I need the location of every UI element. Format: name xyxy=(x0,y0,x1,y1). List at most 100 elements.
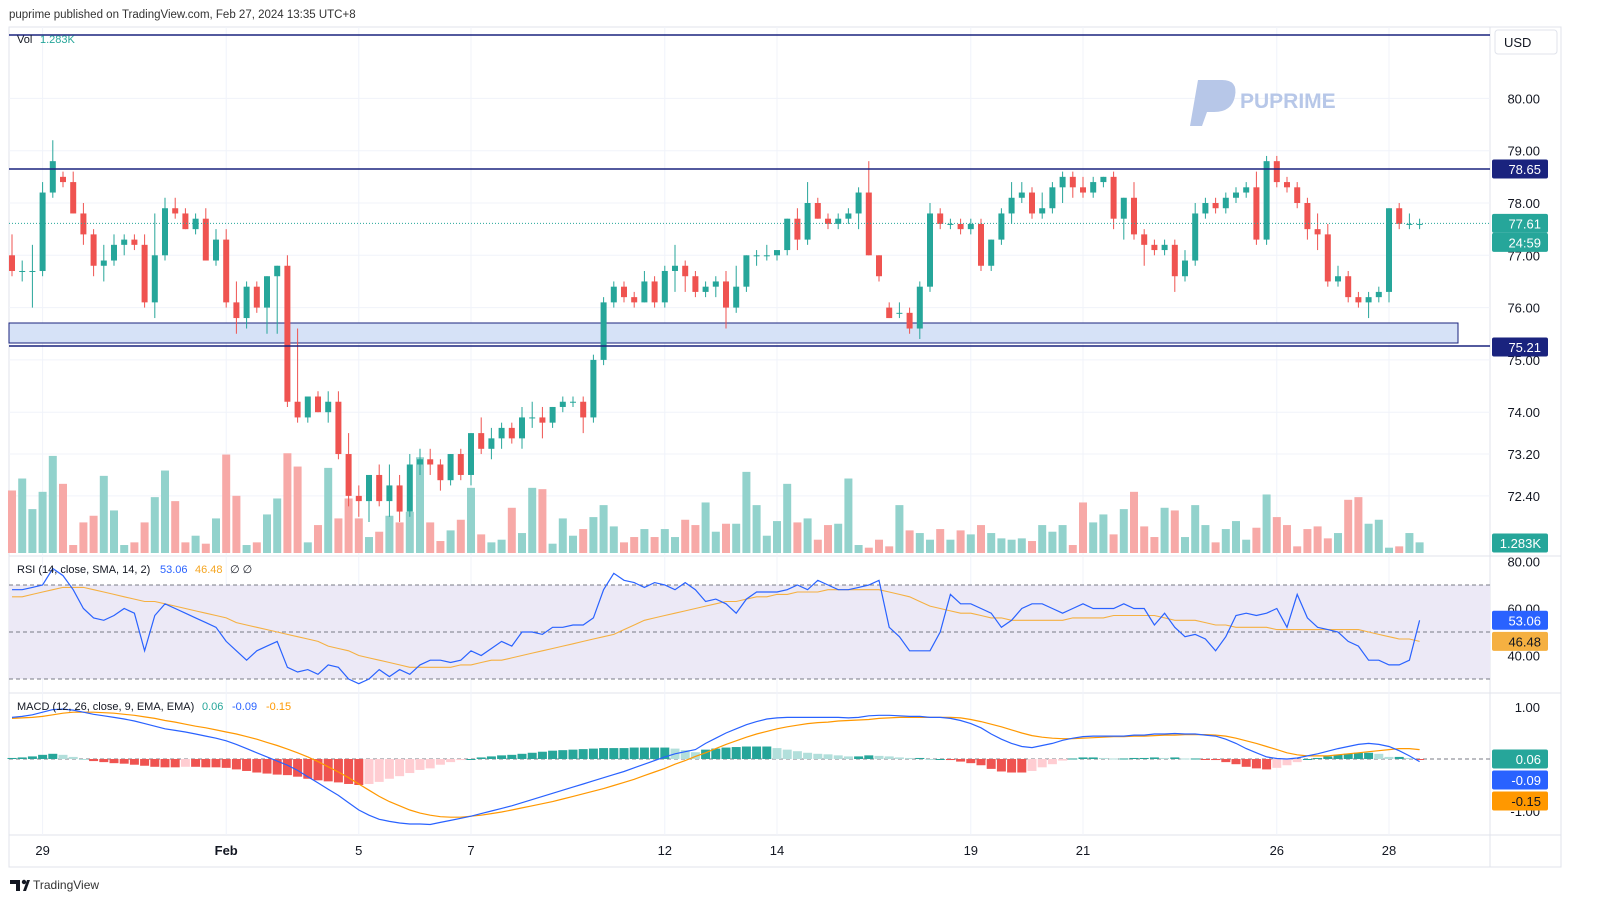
volume-bar xyxy=(28,509,37,553)
candle-body xyxy=(1396,208,1403,224)
volume-bar xyxy=(1191,505,1200,553)
macd-histogram-bar xyxy=(609,748,619,759)
volume-bar xyxy=(375,531,384,553)
level-lines[interactable] xyxy=(9,34,1490,347)
candle-body xyxy=(1355,297,1362,303)
macd-histogram-bar xyxy=(1323,756,1333,759)
volume-bar xyxy=(936,529,945,553)
candle-body xyxy=(1273,161,1280,183)
support-zone-layer xyxy=(8,322,1459,344)
candle-body xyxy=(835,218,842,224)
macd-histogram-bar xyxy=(252,759,262,773)
macd-histogram-bar xyxy=(701,749,711,759)
volume-bar xyxy=(711,531,720,553)
resistance-badge-bg xyxy=(1492,159,1548,179)
macd-histogram-bar xyxy=(364,759,374,784)
candle-body xyxy=(1018,192,1025,198)
countdown-badge-bg xyxy=(1492,232,1548,252)
currency-selector[interactable]: USD xyxy=(1494,29,1558,55)
rsi-legend-value: 53.06 xyxy=(160,564,188,576)
candle-body xyxy=(978,223,984,266)
candle-body xyxy=(49,161,56,193)
volume-bar xyxy=(110,510,118,553)
candle-body xyxy=(763,255,770,257)
volume-bar xyxy=(966,534,975,553)
macd-histogram-bar xyxy=(446,759,456,763)
macd-histogram-bar xyxy=(89,759,99,762)
macd-histogram-bar xyxy=(201,759,211,768)
candle-body xyxy=(213,239,219,261)
candle-body xyxy=(264,276,270,308)
volume-bar xyxy=(293,466,302,553)
macd-histogram-bar xyxy=(1007,759,1017,773)
volume-bar xyxy=(314,525,322,553)
volume-bar xyxy=(1099,514,1108,553)
volume-bar xyxy=(79,522,88,553)
macd-histogram-bar xyxy=(864,755,874,759)
macd-histogram-bar xyxy=(578,749,588,759)
macd-histogram-bar xyxy=(1088,757,1098,759)
volume-bar xyxy=(538,489,547,553)
macd-histogram-bar xyxy=(527,752,537,759)
macd-histogram-bar xyxy=(1364,752,1374,759)
rsi-pane xyxy=(9,567,1490,685)
volume-bar xyxy=(59,483,67,553)
macd-signal-badge-bg xyxy=(1492,791,1548,811)
volume-bar xyxy=(48,455,57,553)
candle-body xyxy=(9,255,15,271)
candle-body xyxy=(90,234,97,266)
volume-bar xyxy=(1313,526,1322,553)
volume-bar xyxy=(722,523,730,553)
macd-histogram-bar xyxy=(1109,758,1119,760)
macd-histogram-bar xyxy=(1211,759,1221,761)
candle-body xyxy=(80,213,87,235)
macd-histogram-bar xyxy=(486,756,496,759)
macd-histogram-bar xyxy=(405,759,415,774)
rsi-badge-bg xyxy=(1492,610,1548,630)
macd-histogram-bar xyxy=(17,757,27,759)
macd-histogram-bar xyxy=(170,759,180,768)
macd-histogram-bar xyxy=(476,757,486,759)
volume-bar xyxy=(1242,539,1251,553)
price-tick-label: 77.00 xyxy=(1507,248,1540,263)
time-tick-label: 7 xyxy=(467,843,474,858)
macd-histogram-bar xyxy=(129,759,139,765)
macd-histogram-bar xyxy=(537,751,547,759)
volume-bar xyxy=(579,529,588,553)
candle-body xyxy=(743,255,750,287)
price-tick-label: 76.00 xyxy=(1507,301,1540,316)
macd-histogram-bar xyxy=(1149,757,1159,759)
candle-body xyxy=(753,255,760,257)
candle-body xyxy=(508,427,515,439)
macd-histogram-bar xyxy=(303,759,313,779)
macd-histogram-bar xyxy=(293,759,303,777)
macd-histogram-bar xyxy=(1200,759,1210,760)
volume-bar xyxy=(334,518,343,553)
volume-bar xyxy=(773,521,781,553)
macd-histogram-bar xyxy=(48,753,58,759)
volume-bar xyxy=(1007,539,1016,553)
volume-bar xyxy=(222,454,231,553)
tradingview-footer[interactable]: TradingView xyxy=(10,878,99,892)
rsi-legend[interactable]: RSI (14, close, SMA, 14, 2) 53.06 46.48 … xyxy=(17,564,252,576)
candle-body xyxy=(1212,203,1219,209)
candle-body xyxy=(988,239,995,266)
macd-hist-badge-bg xyxy=(1492,749,1548,769)
volume-bar xyxy=(395,522,404,553)
volume-bar xyxy=(915,533,924,553)
candle-body xyxy=(784,218,791,251)
volume-bars xyxy=(8,453,1424,553)
volume-bar xyxy=(1201,525,1210,553)
candle-body xyxy=(1233,192,1239,198)
volume-bar xyxy=(885,546,894,553)
macd-histogram-bar xyxy=(752,746,762,759)
volume-bar xyxy=(232,495,241,553)
candle-body xyxy=(1284,182,1290,188)
candle-body xyxy=(998,213,1005,240)
support-zone xyxy=(8,322,1459,344)
volume-bar xyxy=(650,537,659,553)
macd-legend[interactable]: MACD (12, 26, close, 9, EMA, EMA) 0.06 -… xyxy=(17,701,291,713)
macd-histogram-bar xyxy=(456,759,466,761)
candle-body xyxy=(1222,197,1229,209)
